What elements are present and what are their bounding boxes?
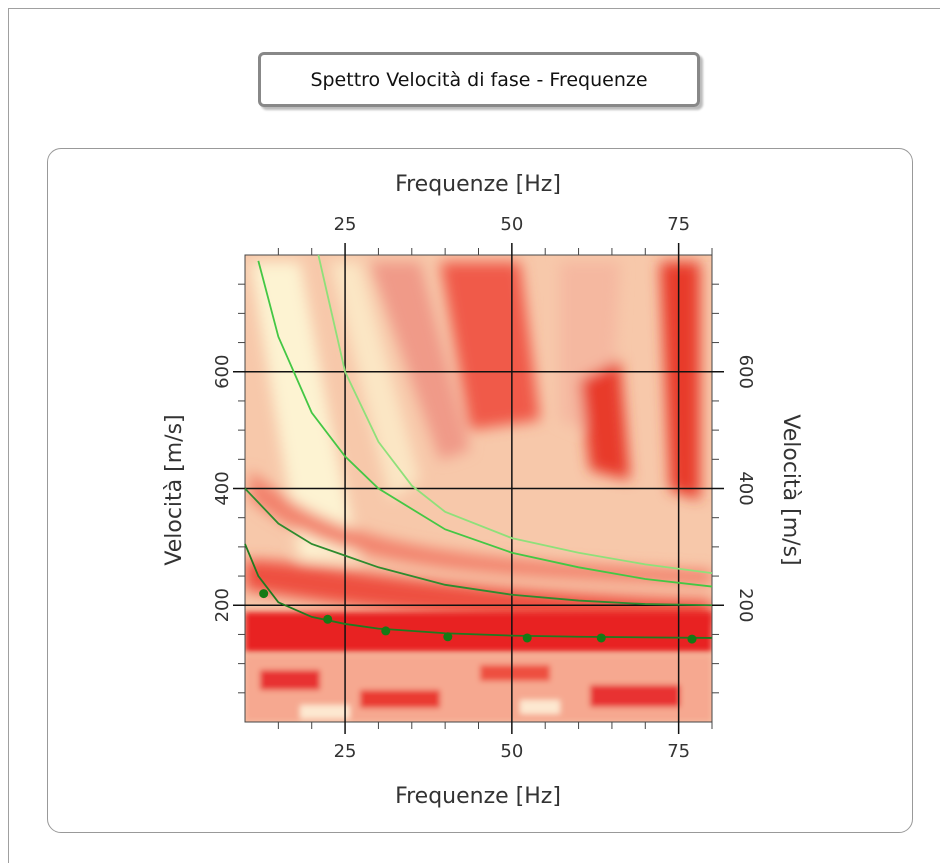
y-axis-title: Velocità [m/s] (162, 414, 187, 565)
picked-point (687, 634, 697, 644)
y-tick-label-right: 400 (735, 471, 756, 505)
panel-title: Spettro Velocità di fase - Frequenze (258, 52, 700, 107)
x-tick-label: 50 (500, 741, 523, 762)
y-tick-label-right: 600 (735, 355, 756, 389)
dispersion-curve (317, 254, 713, 575)
picked-point (381, 626, 391, 636)
picked-point (596, 633, 606, 643)
picked-point (443, 632, 453, 642)
y-tick-label: 400 (212, 471, 233, 505)
y-axis-title-right: Velocità [m/s] (778, 414, 803, 565)
x-tick-label-top: 25 (334, 214, 357, 235)
x-tick-label: 75 (667, 741, 690, 762)
y-tick-label: 600 (212, 355, 233, 389)
x-tick-label-top: 50 (500, 214, 523, 235)
x-tick-label-top: 75 (667, 214, 690, 235)
picked-point (259, 589, 269, 599)
picked-point (522, 633, 532, 643)
dispersion-curve (244, 487, 713, 607)
dispersion-curve (257, 260, 713, 588)
chart-panel (47, 148, 913, 833)
y-tick-label: 200 (212, 588, 233, 622)
x-axis-title: Frequenze [Hz] (395, 784, 561, 809)
x-tick-label: 25 (334, 741, 357, 762)
x-axis-title-top: Frequenze [Hz] (395, 172, 561, 197)
y-tick-label-right: 200 (735, 588, 756, 622)
window-frame (8, 8, 940, 863)
picked-point (323, 614, 333, 624)
